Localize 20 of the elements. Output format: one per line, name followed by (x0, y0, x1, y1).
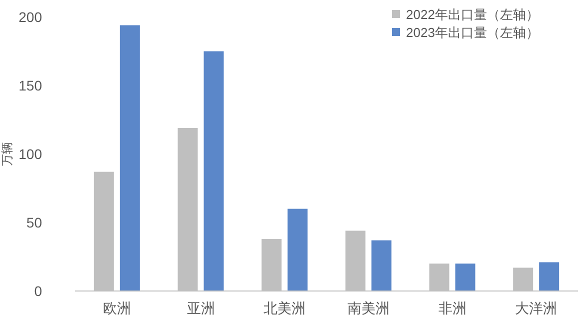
y-tick-label: 50 (26, 214, 42, 230)
y-tick-label: 200 (18, 9, 42, 25)
bar (288, 208, 308, 291)
x-tick-label: 非洲 (438, 300, 466, 316)
y-axis-title: 万辆 (0, 142, 14, 166)
x-tick-label: 南美洲 (347, 300, 390, 316)
y-tick-label: 0 (34, 283, 42, 299)
x-tick-label: 北美洲 (264, 300, 306, 316)
bar (204, 51, 224, 291)
x-tick-label: 亚洲 (186, 300, 215, 316)
bar (539, 262, 560, 291)
x-tick-label: 大洋洲 (515, 300, 558, 316)
bar (120, 25, 140, 291)
bar (455, 264, 476, 291)
legend-label: 2023年出口量（左轴） (406, 25, 539, 40)
x-tick-label: 欧洲 (102, 300, 131, 316)
y-tick-label: 150 (18, 78, 42, 94)
legend-label: 2022年出口量（左轴） (406, 7, 539, 22)
bar (371, 240, 392, 291)
y-tick-label: 100 (18, 146, 42, 162)
